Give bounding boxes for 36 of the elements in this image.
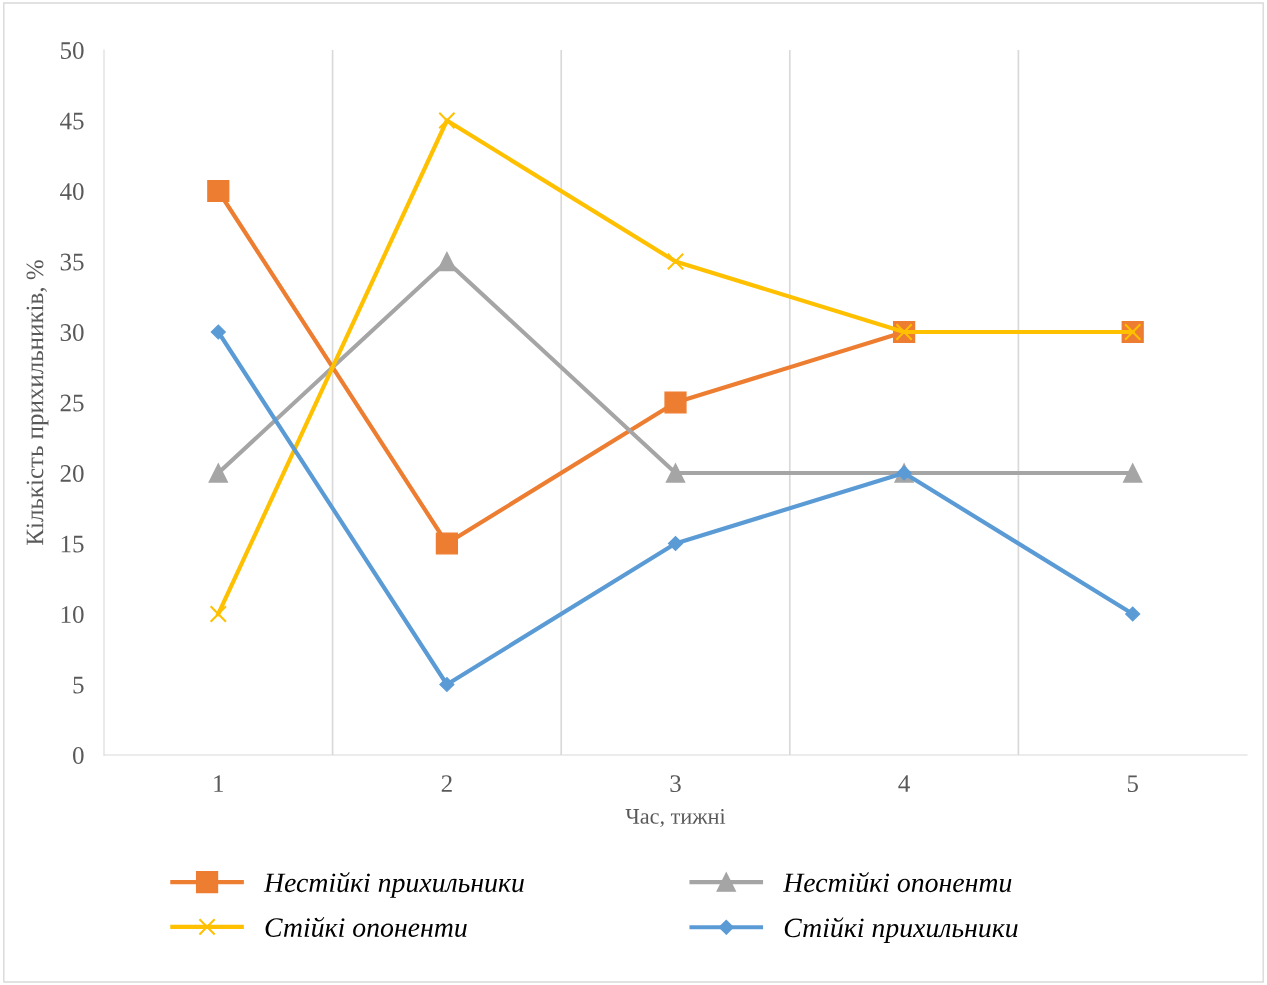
point bbox=[1125, 606, 1141, 622]
y-tick-label: 30 bbox=[60, 324, 84, 341]
y-tick-label: 0 bbox=[73, 747, 84, 764]
y-tick-label: 35 bbox=[60, 253, 84, 271]
point bbox=[667, 535, 684, 552]
x-tick-label: 1 bbox=[214, 775, 224, 792]
y-axis-title: Кількість прихильників, % bbox=[26, 260, 49, 545]
y-tick-label: 15 bbox=[61, 535, 84, 553]
point bbox=[665, 463, 686, 483]
x-tick-label: 3 bbox=[670, 775, 681, 793]
x-axis-title: Час, тижні bbox=[625, 808, 726, 828]
y-tick-label: 45 bbox=[60, 112, 84, 130]
x-tick-label: 5 bbox=[1127, 775, 1138, 793]
legend-label: Стійкі опоненти bbox=[265, 916, 467, 937]
legend-label: Нестійкі опоненти bbox=[782, 872, 1012, 893]
point bbox=[437, 251, 457, 272]
point bbox=[210, 324, 226, 340]
y-tick-label: 20 bbox=[60, 465, 84, 482]
legend-label: Стійкі прихильники bbox=[784, 917, 1018, 943]
y-tick-label: 10 bbox=[61, 606, 84, 623]
x-tick-label: 4 bbox=[898, 775, 910, 792]
point bbox=[664, 391, 687, 414]
point bbox=[438, 111, 456, 130]
y-tick-label: 5 bbox=[73, 676, 84, 694]
point bbox=[435, 532, 459, 555]
x-tick-label: 2 bbox=[441, 775, 452, 792]
point bbox=[1122, 463, 1143, 483]
point bbox=[208, 463, 229, 483]
point bbox=[666, 252, 685, 271]
y-tick-label: 40 bbox=[60, 183, 84, 200]
y-tick-label: 50 bbox=[61, 42, 84, 59]
y-tick-label: 25 bbox=[60, 394, 84, 412]
point bbox=[207, 179, 230, 203]
point bbox=[209, 605, 227, 623]
legend-label: Нестійкі прихильники bbox=[263, 872, 524, 898]
point bbox=[439, 676, 455, 693]
